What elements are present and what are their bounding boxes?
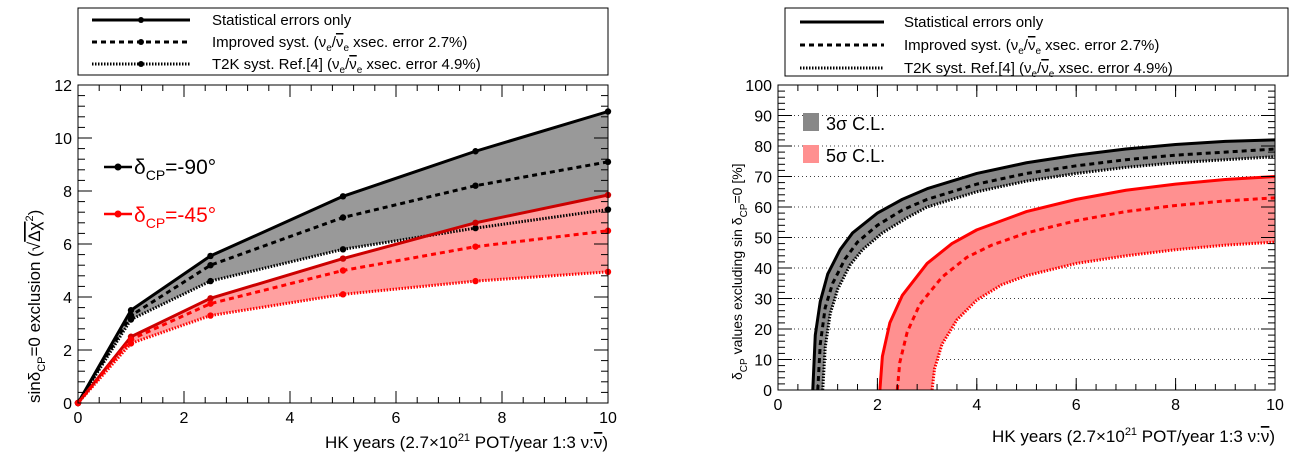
y-tick-label: 100 [745, 78, 772, 95]
series-line-5 [930, 240, 1276, 391]
y-tick-label: 50 [754, 231, 772, 248]
series-line-0 [811, 138, 1276, 391]
right-legend-improved: Improved syst. (νe/νe xsec. error 2.7%) [904, 37, 1159, 57]
data-point [472, 243, 479, 250]
data-point [207, 277, 214, 285]
y-tick-label: 40 [754, 261, 772, 278]
right-legend-t2k: T2K syst. Ref.[4] (νe/νe xsec. error 4.9… [904, 60, 1173, 80]
band-legend-5sigma-swatch [803, 145, 819, 163]
y-tick-label: 80 [754, 139, 772, 156]
data-point [472, 277, 479, 285]
x-tick-label: 2 [873, 397, 882, 414]
left-plot: 0 2 4 6 8 10 0 2 4 6 8 10 12 δCP=-90° δCP=-45° HK ye… [24, 78, 617, 452]
data-point [339, 255, 347, 262]
data-point [207, 252, 214, 260]
x-tick-label: 10 [599, 410, 617, 427]
data-point [472, 148, 479, 155]
series-line-3 [878, 175, 1276, 391]
data-point [207, 262, 214, 269]
band-legend-3sigma: 3σ C.L. [826, 114, 885, 134]
y-tick-label: 12 [54, 78, 72, 95]
x-tick-label: 2 [180, 410, 189, 427]
y-tick-label: 90 [754, 109, 772, 126]
series-line-4 [895, 196, 1276, 391]
left-legend-t2k: T2K syst. Ref.[4] (νe/νe xsec. error 4.9… [212, 56, 481, 76]
x-tick-label: 4 [972, 397, 981, 414]
y-tick-label: 60 [754, 200, 772, 217]
y-tick-label: 10 [54, 131, 72, 148]
band-legend-5sigma: 5σ C.L. [826, 146, 885, 166]
y-tick-label: 70 [754, 170, 772, 187]
y-tick-label: 0 [63, 396, 72, 413]
x-tick-label: 8 [1171, 397, 1180, 414]
y-tick-label: 4 [63, 290, 72, 307]
annot-delta-90: δCP=-90° [134, 156, 216, 183]
series-line-4 [76, 229, 609, 404]
data-point [472, 224, 479, 232]
y-tick-label: 20 [754, 322, 772, 339]
series-line-0 [76, 110, 609, 404]
data-point [207, 312, 214, 319]
left-ylabel: sinδCP=0 exclusion (√Δχ2) [24, 210, 48, 403]
left-legend: Statistical errors only Improved syst. (… [77, 7, 609, 76]
series-line-3 [76, 193, 609, 404]
data-point [339, 267, 347, 274]
data-point [127, 307, 135, 314]
data-point [339, 246, 347, 253]
right-xlabel: HK years (2.7×1021 POT/year 1:3 ν:ν) [992, 426, 1275, 446]
y-tick-label: 6 [63, 237, 72, 254]
x-tick-label: 10 [1266, 397, 1284, 414]
left-legend-improved: Improved syst. (νe/νe xsec. error 2.7%) [212, 34, 467, 54]
x-tick-label: 4 [286, 410, 295, 427]
series-line-1 [816, 147, 1276, 391]
data-point [339, 214, 347, 221]
left-xlabel: HK years (2.7×1021 POT/year 1:3 ν:ν) [325, 432, 608, 452]
data-point [207, 295, 214, 302]
x-tick-label: 0 [74, 410, 83, 427]
y-tick-label: 8 [63, 184, 72, 201]
right-legend-stat: Statistical errors only [904, 14, 1044, 31]
right-ylabel: δCP values excluding sin δCP=0 [%] [729, 163, 750, 380]
right-band-legend: 3σ C.L. 5σ C.L. [803, 113, 885, 166]
data-point [207, 300, 214, 307]
data-point [127, 316, 135, 323]
y-tick-label: 30 [754, 292, 772, 309]
series-line-1 [76, 160, 609, 404]
x-tick-label: 6 [1072, 397, 1081, 414]
right-legend: Statistical errors only Improved syst. (… [784, 7, 1289, 80]
data-point [127, 340, 135, 347]
data-point [472, 219, 479, 226]
series-line-2 [76, 208, 609, 404]
series-line-5 [76, 270, 609, 404]
band-legend-3sigma-swatch [803, 113, 819, 131]
x-tick-label: 6 [392, 410, 401, 427]
left-legend-stat: Statistical errors only [212, 12, 352, 29]
left-annotations: δCP=-90° δCP=-45° [104, 156, 216, 231]
data-point [339, 291, 347, 298]
data-point [339, 193, 347, 200]
data-point [472, 182, 479, 189]
y-tick-label: 0 [763, 383, 772, 400]
x-tick-label: 8 [498, 410, 507, 427]
x-tick-label: 0 [774, 397, 783, 414]
band-0 [812, 139, 1275, 390]
annot-delta-45: δCP=-45° [134, 204, 216, 231]
y-tick-label: 2 [63, 343, 72, 360]
y-tick-label: 10 [754, 353, 772, 370]
